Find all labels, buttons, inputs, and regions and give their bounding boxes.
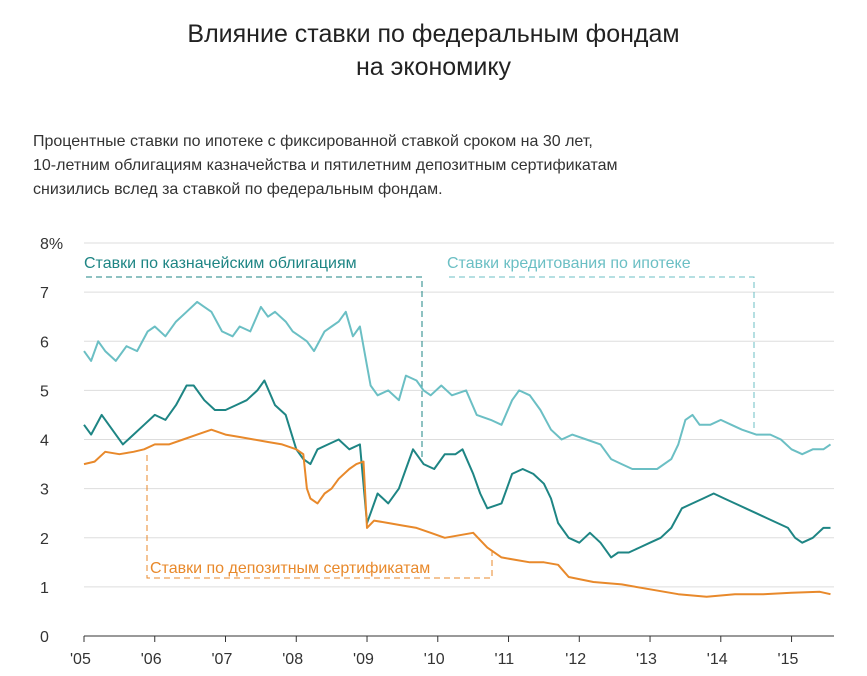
x-axis-ticks: '05 '06 '07 '08 '09 '10 '11 '12 '13 '14 '15 xyxy=(70,636,799,668)
y-tick-label: 6 xyxy=(40,334,49,351)
mortgage-series-line xyxy=(83,300,832,470)
y-tick-label: 1 xyxy=(40,580,49,597)
x-tick-label: '12 xyxy=(565,651,586,668)
subtitle-line-3: снизились вслед за ставкой по федеральны… xyxy=(33,181,443,198)
y-tick-label: 5 xyxy=(40,383,49,400)
subtitle-line-2: 10-летним облигациям казначейства и пяти… xyxy=(33,157,618,174)
x-tick-label: '09 xyxy=(353,651,374,668)
title-line-2: на экономику xyxy=(355,53,512,81)
subtitle-line-1: Процентные ставки по ипотеке с фиксирова… xyxy=(33,133,593,150)
y-axis-ticks: 0 1 2 3 4 5 6 7 8% xyxy=(40,236,63,646)
y-tick-label: 0 xyxy=(40,629,49,646)
treasury-series-label: Ставки по казначейским облигациям xyxy=(84,255,357,272)
x-tick-label: '07 xyxy=(212,651,233,668)
mortgage-series-label: Ставки кредитования по ипотеке xyxy=(447,255,691,272)
label-leaders xyxy=(86,276,755,579)
chart-title: Влияние ставки по федеральным фондам на … xyxy=(0,18,867,84)
cd-leader-line xyxy=(146,455,493,579)
title-line-1: Влияние ставки по федеральным фондам xyxy=(187,20,680,48)
y-tick-label: 4 xyxy=(40,433,49,450)
grid-lines xyxy=(84,242,834,637)
y-tick-label: 8% xyxy=(40,236,63,253)
chart-subtitle: Процентные ставки по ипотеке с фиксирова… xyxy=(33,130,833,202)
x-tick-label: '14 xyxy=(707,651,728,668)
cd-series-label: Ставки по депозитным сертификатам xyxy=(150,560,430,577)
y-tick-label: 7 xyxy=(40,285,49,302)
series-lines xyxy=(83,300,832,598)
x-tick-label: '11 xyxy=(495,651,515,668)
series-labels: Ставки по казначейским облигациям Ставки… xyxy=(84,255,691,577)
x-tick-label: '05 xyxy=(70,651,91,668)
x-tick-label: '06 xyxy=(141,651,162,668)
x-tick-label: '15 xyxy=(778,651,799,668)
y-tick-label: 2 xyxy=(40,531,49,548)
cd-series-line xyxy=(83,428,831,598)
treasury-leader-line xyxy=(86,276,423,463)
y-tick-label: 3 xyxy=(40,482,49,499)
treasury-series-line xyxy=(83,379,831,559)
x-tick-label: '13 xyxy=(636,651,657,668)
x-tick-label: '10 xyxy=(424,651,445,668)
x-tick-label: '08 xyxy=(282,651,303,668)
mortgage-leader-line xyxy=(449,276,755,428)
